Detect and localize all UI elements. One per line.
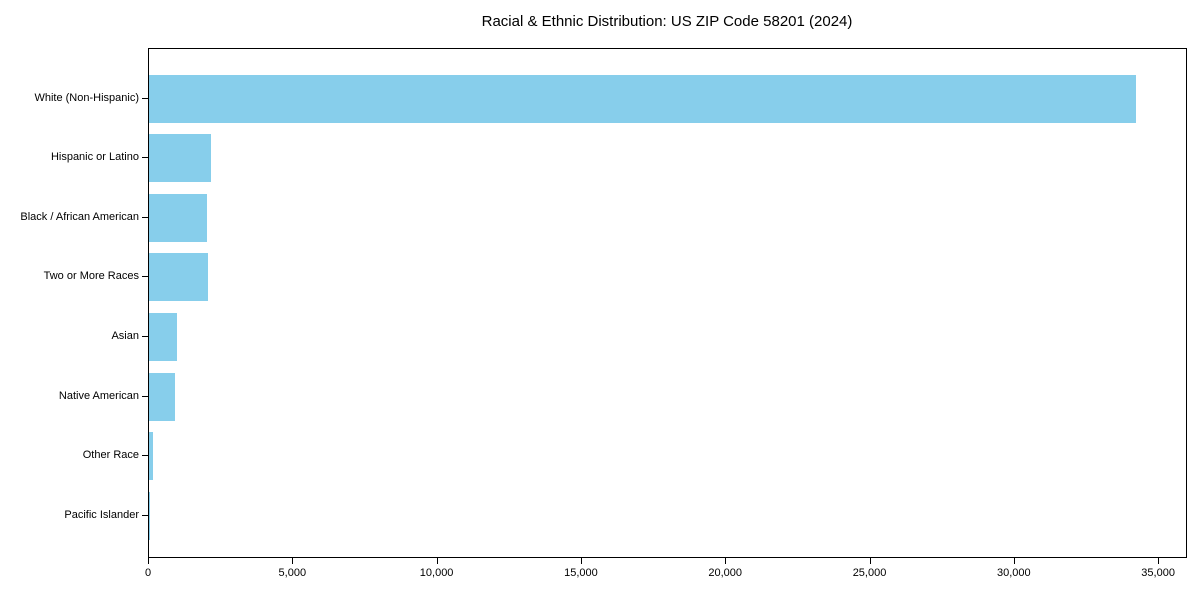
y-axis-tick bbox=[142, 216, 148, 218]
plot-area bbox=[148, 48, 1187, 558]
bar-asian bbox=[149, 312, 177, 361]
x-axis-tick bbox=[869, 558, 871, 564]
y-axis-label: Black / African American bbox=[20, 210, 139, 223]
y-axis-tick bbox=[142, 157, 148, 159]
bar-hispanic-or-latino bbox=[149, 134, 211, 183]
y-axis-label: Hispanic or Latino bbox=[50, 151, 139, 164]
y-axis-label: White (Non-Hispanic) bbox=[34, 91, 139, 104]
x-axis-tick bbox=[725, 558, 727, 564]
x-axis-tick bbox=[580, 558, 582, 564]
x-axis-tick-label: 0 bbox=[144, 567, 152, 579]
y-axis-label: Other Race bbox=[82, 449, 139, 462]
bar-black-african-american bbox=[149, 193, 208, 242]
y-axis-tick bbox=[142, 455, 148, 457]
x-axis-tick-label: 10,000 bbox=[419, 567, 454, 579]
x-axis-tick-label: 15,000 bbox=[564, 567, 598, 579]
x-axis-tick bbox=[1158, 558, 1160, 564]
y-axis-label: Asian bbox=[111, 329, 139, 342]
y-axis-tick bbox=[142, 276, 148, 278]
bar-white-non-hispanic bbox=[149, 74, 1136, 123]
x-axis-tick bbox=[148, 558, 149, 564]
x-axis-tick bbox=[436, 558, 438, 564]
y-axis-tick bbox=[142, 514, 148, 516]
y-axis-tick bbox=[142, 395, 148, 397]
bar-native-american bbox=[149, 372, 175, 421]
x-axis-tick-label: 35,000 bbox=[1141, 567, 1175, 579]
y-axis-tick bbox=[142, 335, 148, 337]
y-axis-tick bbox=[142, 97, 148, 99]
chart-title: Racial & Ethnic Distribution: US ZIP Cod… bbox=[481, 13, 853, 30]
x-axis-tick bbox=[292, 558, 294, 564]
x-axis-tick-label: 30,000 bbox=[997, 567, 1031, 579]
y-axis-label: Two or More Races bbox=[43, 270, 139, 283]
x-axis-tick-label: 5,000 bbox=[278, 567, 307, 579]
x-axis-tick-label: 20,000 bbox=[708, 567, 743, 579]
y-axis-label: Pacific Islander bbox=[64, 508, 139, 521]
bar-other-race bbox=[149, 432, 154, 481]
y-axis-label: Native American bbox=[58, 389, 139, 402]
x-axis-tick bbox=[1013, 558, 1015, 564]
bar-two-or-more-races bbox=[149, 253, 209, 302]
x-axis-tick-label: 25,000 bbox=[852, 567, 887, 579]
